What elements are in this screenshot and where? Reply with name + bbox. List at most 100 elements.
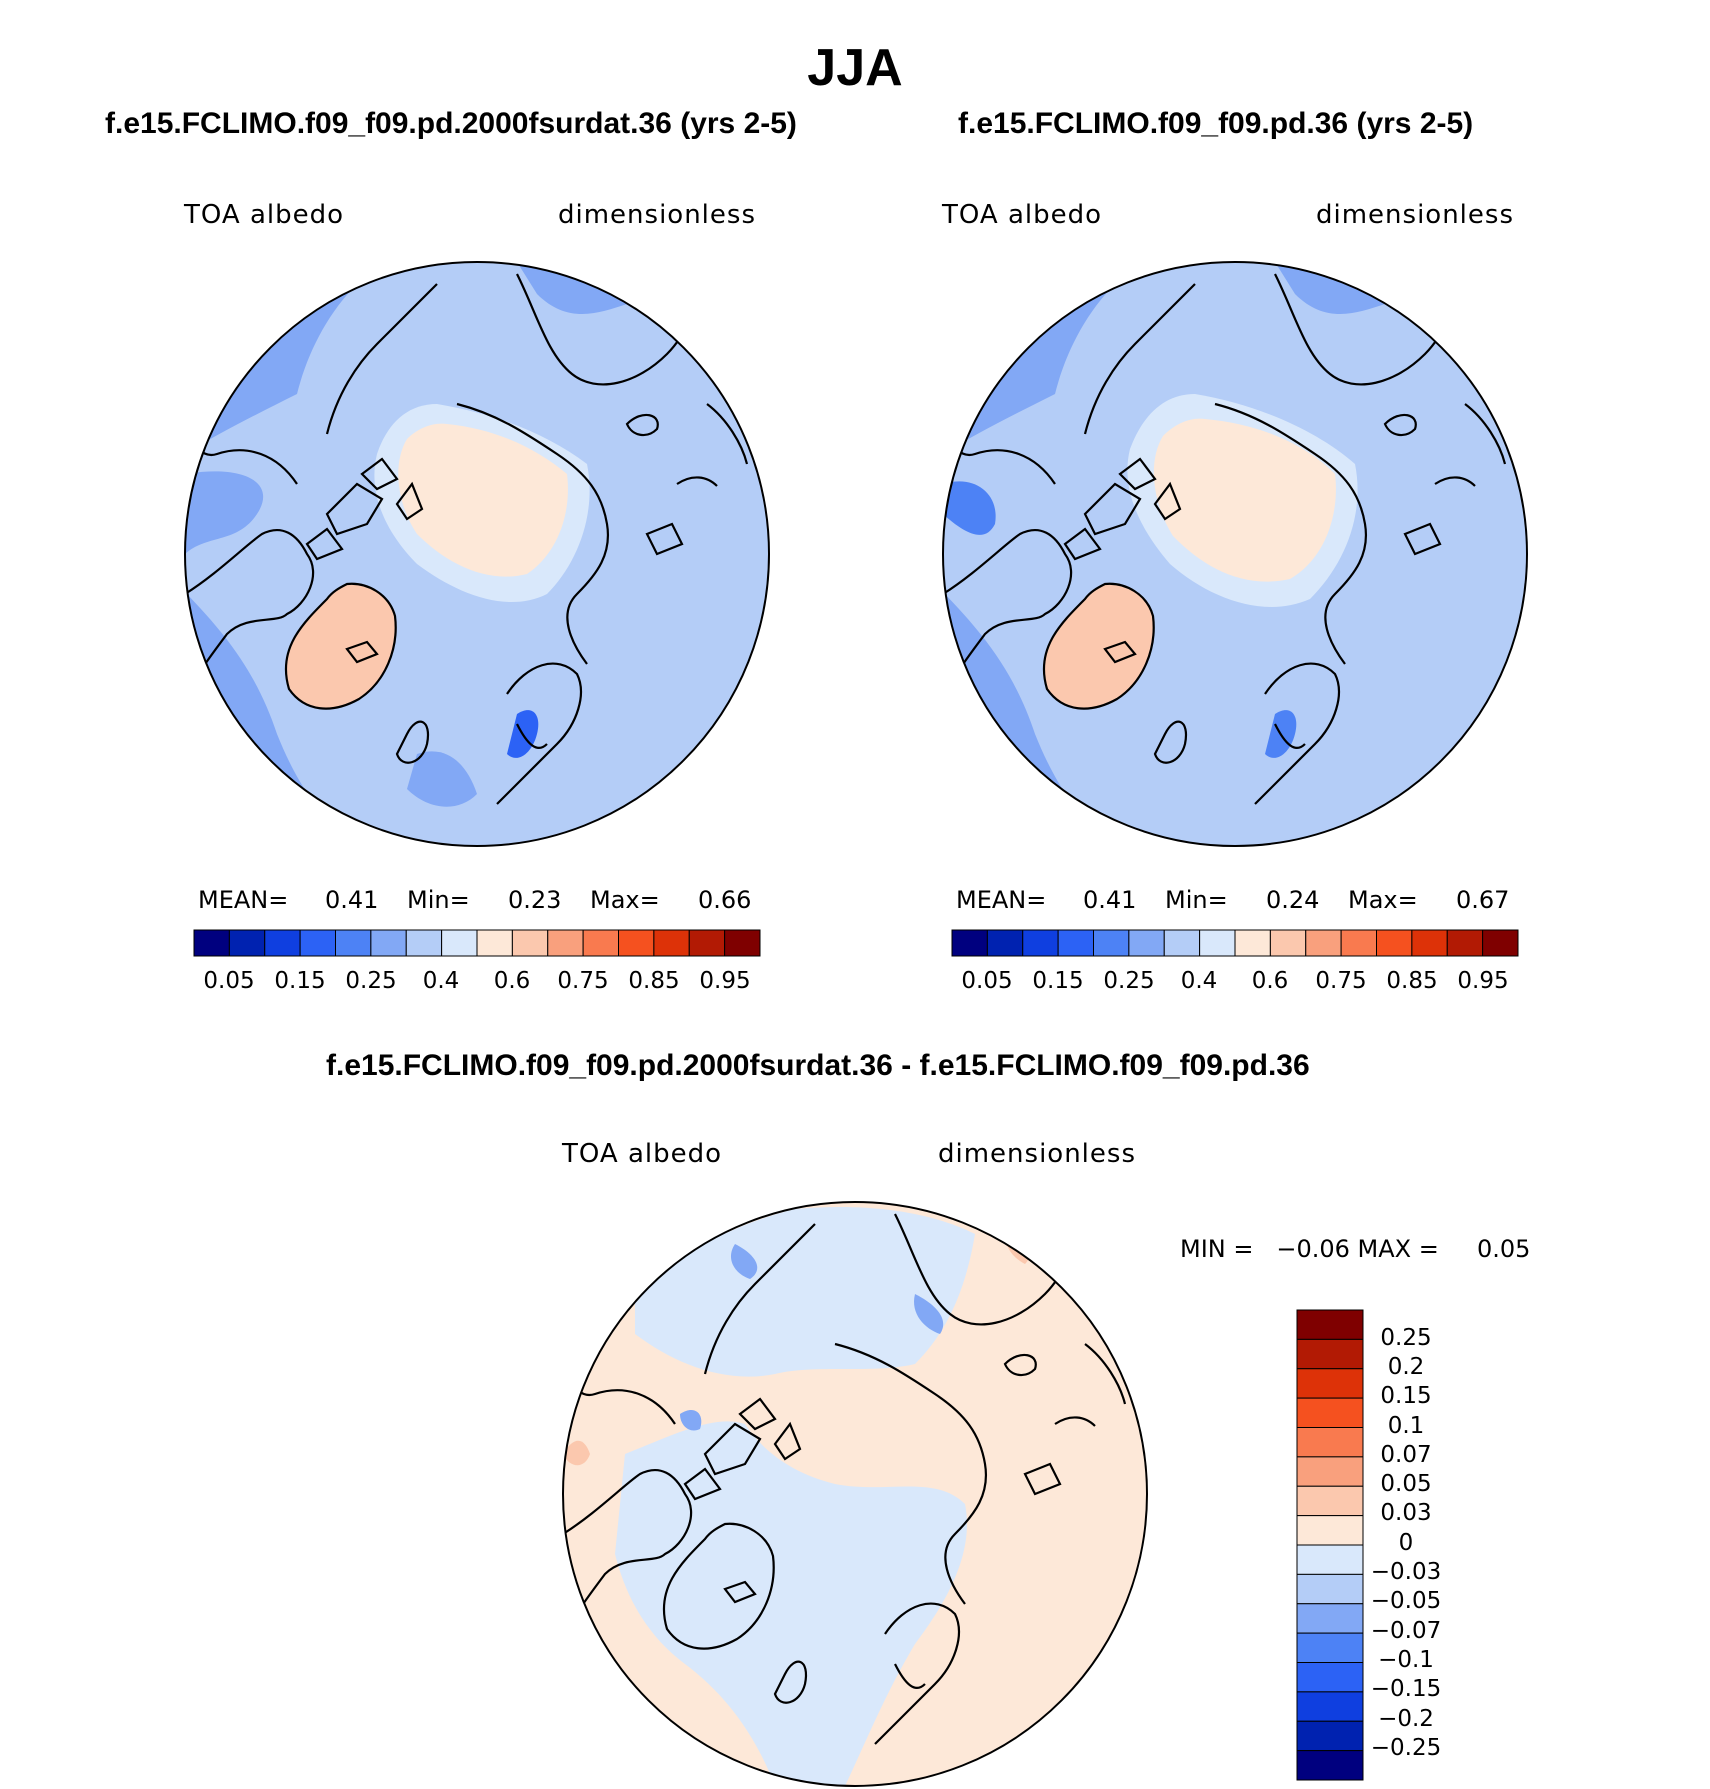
panel-1-max-label: Max= bbox=[590, 886, 660, 914]
diff-colorbar-tick: −0.15 bbox=[1370, 1676, 1442, 1702]
panel-2-max-value: 0.67 bbox=[1456, 886, 1510, 914]
colorbar-swatch bbox=[1296, 1397, 1364, 1428]
colorbar-swatch bbox=[1411, 929, 1448, 957]
panel-1-map bbox=[184, 261, 770, 847]
colorbar-swatch bbox=[1163, 929, 1201, 957]
diff-colorbar-tick: 0.25 bbox=[1380, 1325, 1432, 1351]
panel-1-colorbar bbox=[193, 929, 761, 957]
panel-1-min-label: Min= bbox=[407, 886, 470, 914]
colorbar-swatch bbox=[653, 929, 690, 957]
panel-1-colorbar-tick: 0.25 bbox=[345, 968, 397, 994]
diff-panel-title: f.e15.FCLIMO.f09_f09.pd.2000fsurdat.36 -… bbox=[326, 1049, 1310, 1082]
panel-2-colorbar-tick: 0.15 bbox=[1032, 968, 1084, 994]
colorbar-swatch bbox=[1093, 929, 1130, 957]
diff-map bbox=[562, 1201, 1148, 1787]
diff-colorbar-tick: −0.25 bbox=[1370, 1735, 1442, 1761]
colorbar-swatch bbox=[724, 929, 761, 957]
colorbar-swatch bbox=[1296, 1338, 1364, 1370]
panel-2-map bbox=[942, 261, 1528, 847]
panel-1-colorbar-tick: 0.05 bbox=[203, 968, 255, 994]
colorbar-swatch bbox=[547, 929, 584, 957]
panel-1-max-value: 0.66 bbox=[698, 886, 752, 914]
panel-2-colorbar-tick: 0.4 bbox=[1180, 968, 1218, 994]
panel-2-variable-label: TOA albedo bbox=[942, 200, 1103, 230]
colorbar-swatch bbox=[1269, 929, 1307, 957]
colorbar-swatch bbox=[1296, 1662, 1364, 1693]
colorbar-swatch bbox=[1057, 929, 1094, 957]
colorbar-swatch bbox=[1296, 1427, 1364, 1458]
figure-title: JJA bbox=[807, 39, 903, 97]
panel-1-colorbar-tick: 0.15 bbox=[274, 968, 326, 994]
colorbar-swatch bbox=[1296, 1691, 1364, 1722]
colorbar-swatch bbox=[1376, 929, 1413, 957]
colorbar-swatch bbox=[1296, 1720, 1364, 1752]
diff-panel-variable-label: TOA albedo bbox=[562, 1139, 723, 1169]
colorbar-swatch bbox=[1482, 929, 1519, 957]
diff-colorbar-tick: −0.05 bbox=[1370, 1588, 1442, 1614]
colorbar-swatch bbox=[1128, 929, 1165, 957]
colorbar-swatch bbox=[951, 929, 988, 957]
colorbar-swatch bbox=[1296, 1456, 1364, 1487]
panel-1-mean-label: MEAN= bbox=[198, 886, 289, 914]
colorbar-swatch bbox=[441, 929, 478, 957]
colorbar-swatch bbox=[1296, 1750, 1364, 1781]
colorbar-swatch bbox=[1296, 1368, 1364, 1399]
panel-1-min-value: 0.23 bbox=[508, 886, 562, 914]
colorbar-swatch bbox=[1296, 1544, 1364, 1575]
panel-2-min-label: Min= bbox=[1165, 886, 1228, 914]
diff-colorbar-tick: −0.03 bbox=[1370, 1559, 1442, 1585]
panel-2-colorbar-tick: 0.85 bbox=[1386, 968, 1438, 994]
diff-colorbar-tick: −0.07 bbox=[1370, 1618, 1442, 1644]
diff-colorbar-tick: 0.07 bbox=[1380, 1442, 1432, 1468]
panel-1-title: f.e15.FCLIMO.f09_f09.pd.2000fsurdat.36 (… bbox=[105, 107, 797, 140]
diff-colorbar-tick: 0.1 bbox=[1387, 1413, 1425, 1439]
colorbar-swatch bbox=[1340, 929, 1377, 957]
panel-1-map-border bbox=[184, 261, 770, 847]
panel-1-colorbar-tick: 0.6 bbox=[493, 968, 531, 994]
colorbar-swatch bbox=[618, 929, 655, 957]
panel-2-colorbar-tick: 0.05 bbox=[961, 968, 1013, 994]
diff-colorbar bbox=[1296, 1309, 1364, 1781]
diff-colorbar-tick: 0.15 bbox=[1380, 1383, 1432, 1409]
colorbar-swatch bbox=[476, 929, 513, 957]
panel-2-mean-label: MEAN= bbox=[956, 886, 1047, 914]
diff-map-border bbox=[562, 1201, 1148, 1787]
colorbar-swatch bbox=[1234, 929, 1271, 957]
colorbar-swatch bbox=[228, 929, 266, 957]
panel-1-colorbar-tick: 0.75 bbox=[557, 968, 609, 994]
colorbar-swatch bbox=[1305, 929, 1342, 957]
colorbar-swatch bbox=[1296, 1632, 1364, 1663]
colorbar-swatch bbox=[193, 929, 230, 957]
panel-1-colorbar-tick: 0.85 bbox=[628, 968, 680, 994]
panel-2-colorbar-tick: 0.95 bbox=[1457, 968, 1509, 994]
diff-colorbar-tick: 0.03 bbox=[1380, 1500, 1432, 1526]
colorbar-swatch bbox=[1296, 1603, 1364, 1634]
diff-colorbar-tick: 0.05 bbox=[1380, 1471, 1432, 1497]
colorbar-swatch bbox=[370, 929, 407, 957]
diff-panel-minmax: MIN = −0.06 MAX = 0.05 bbox=[1180, 1235, 1531, 1263]
colorbar-swatch bbox=[1296, 1309, 1364, 1340]
panel-2-colorbar-tick: 0.25 bbox=[1103, 968, 1155, 994]
panel-1-colorbar-tick: 0.95 bbox=[699, 968, 751, 994]
panel-2-colorbar-tick: 0.75 bbox=[1315, 968, 1367, 994]
colorbar-swatch bbox=[335, 929, 372, 957]
colorbar-swatch bbox=[1022, 929, 1059, 957]
colorbar-swatch bbox=[986, 929, 1024, 957]
colorbar-swatch bbox=[1296, 1515, 1364, 1546]
panel-2-map-border bbox=[942, 261, 1528, 847]
diff-colorbar-tick: 0.2 bbox=[1387, 1354, 1425, 1380]
panel-2-max-label: Max= bbox=[1348, 886, 1418, 914]
colorbar-swatch bbox=[1446, 929, 1484, 957]
panel-1-units-label: dimensionless bbox=[558, 200, 756, 230]
colorbar-swatch bbox=[511, 929, 549, 957]
panel-2-min-value: 0.24 bbox=[1266, 886, 1320, 914]
colorbar-swatch bbox=[1296, 1485, 1364, 1517]
colorbar-swatch bbox=[264, 929, 301, 957]
panel-2-title: f.e15.FCLIMO.f09_f09.pd.36 (yrs 2-5) bbox=[958, 107, 1474, 140]
panel-2-colorbar-tick: 0.6 bbox=[1251, 968, 1289, 994]
panel-1-variable-label: TOA albedo bbox=[184, 200, 345, 230]
colorbar-swatch bbox=[405, 929, 443, 957]
colorbar-swatch bbox=[299, 929, 336, 957]
panel-2-colorbar bbox=[951, 929, 1519, 957]
colorbar-swatch bbox=[1199, 929, 1236, 957]
